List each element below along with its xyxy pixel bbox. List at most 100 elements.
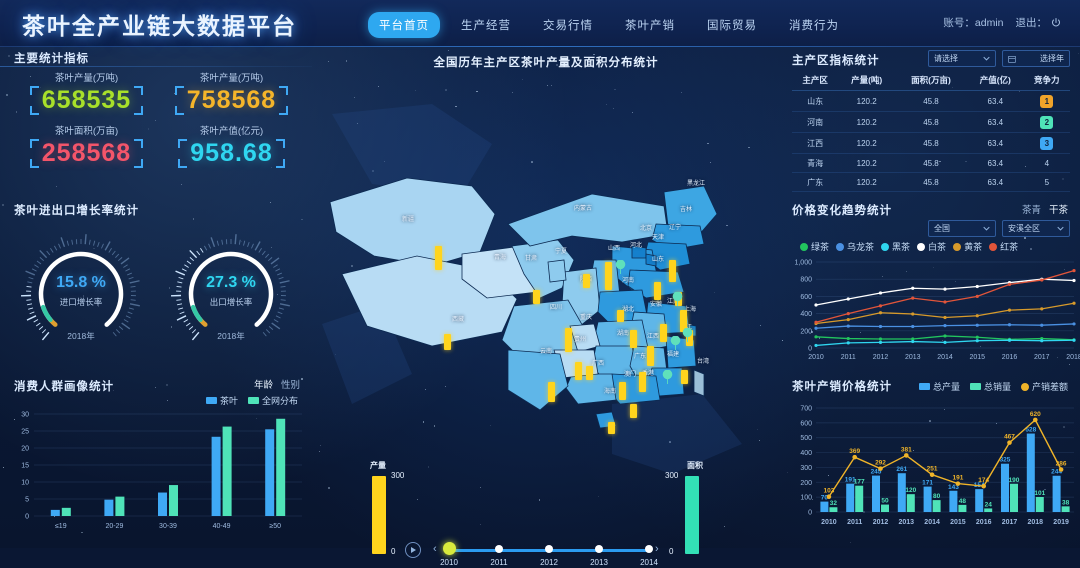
output-marker-10[interactable] [630,330,637,348]
svg-text:2015: 2015 [950,519,966,526]
main-nav[interactable]: 平台首页生产经营交易行情茶叶产销国际贸易消费行为 [368,12,850,38]
kpi-value-box: 658535 [30,86,143,115]
price-chart-controls[interactable]: 全国 安溪全区 [928,220,1070,237]
output-marker-12[interactable] [647,346,654,366]
price-area-select[interactable]: 安溪全区 [1002,220,1070,237]
timeline-year-label[interactable]: 2013 [590,558,608,567]
legend-item-0[interactable]: 茶叶 [206,394,238,407]
corner-bracket [276,139,285,148]
timeline-year-label[interactable]: 2010 [440,558,458,567]
output-marker-19[interactable] [681,370,688,384]
output-marker-20[interactable] [630,404,637,418]
legend-item-1[interactable]: 乌龙茶 [836,240,874,253]
play-icon[interactable] [405,542,421,558]
chevron-right-icon[interactable]: › [655,543,659,555]
timeline-dot-2010[interactable] [443,542,456,555]
svg-text:80: 80 [933,493,941,500]
province-ningxia[interactable] [548,260,566,282]
output-marker-13[interactable] [660,324,667,342]
area-cell: 45.8 [895,154,967,173]
legend-item-0[interactable]: 总产量 [919,380,960,393]
output-marker-17[interactable] [619,382,626,400]
output-marker-7[interactable] [617,310,624,322]
output-marker-18[interactable] [639,372,646,392]
consumer-dimension-toggle[interactable]: 年龄性别 [254,377,300,391]
output-marker-22[interactable] [586,366,593,380]
nav-item-5[interactable]: 消费行为 [778,12,850,38]
price-region-select[interactable]: 全国 [928,220,996,237]
timeline-year-label[interactable]: 2012 [540,558,558,567]
svg-text:20: 20 [21,446,29,453]
logout-button[interactable]: 退出： [1016,15,1063,30]
output-marker-8[interactable] [444,334,451,350]
corner-bracket [134,159,143,168]
timeline-year-label[interactable]: 2014 [640,558,658,567]
area-marker-3[interactable] [670,336,681,350]
province-label: 安徽 [650,299,662,308]
year-timeline[interactable]: ‹ 2010 2011 2012 2013 2014 › [427,540,677,568]
year-select[interactable]: 选择年 [1002,50,1070,67]
output-marker-6[interactable] [533,290,540,304]
output-marker-5[interactable] [583,274,590,288]
province-label: 江西 [647,331,659,340]
nav-item-1[interactable]: 生产经营 [450,12,522,38]
price-type-toggle[interactable]: 茶青干茶 [1022,202,1068,216]
power-icon[interactable] [1050,17,1062,29]
legend-item-3[interactable]: 白茶 [917,240,946,253]
output-marker-11[interactable] [575,362,582,380]
svg-text:≤19: ≤19 [55,523,67,530]
legend-item-4[interactable]: 黄茶 [953,240,982,253]
output-marker-1[interactable] [605,262,612,290]
output-marker-21[interactable] [608,422,615,434]
toggle-option-0[interactable]: 茶青 [1022,202,1041,216]
output-marker-3[interactable] [654,282,661,300]
nav-item-4[interactable]: 国际贸易 [696,12,768,38]
nav-item-3[interactable]: 茶叶产销 [614,12,686,38]
toggle-option-1[interactable]: 干茶 [1049,202,1068,216]
svg-text:620: 620 [1030,411,1041,418]
legend-item-1[interactable]: 全网分布 [248,394,298,407]
area-marker-2[interactable] [682,328,693,342]
svg-text:25: 25 [21,429,29,436]
output-marker-0[interactable] [435,246,442,270]
area-marker-1[interactable] [672,292,683,306]
province-yunnan[interactable] [508,350,568,410]
legend-item-2[interactable]: 黑茶 [881,240,910,253]
chevron-left-icon[interactable]: ‹ [433,543,437,555]
region-cell: 江西 [792,133,838,154]
legend-item-2[interactable]: 产销差额 [1021,380,1068,393]
legend-item-0[interactable]: 绿茶 [800,240,829,253]
nav-item-0[interactable]: 平台首页 [368,12,440,38]
output-marker-2[interactable] [669,260,676,282]
region-select[interactable]: 请选择 [928,50,996,67]
timeline-year-label[interactable]: 2011 [490,558,507,567]
timeline-dot-2011[interactable] [495,545,503,553]
timeline-dot-2012[interactable] [545,545,553,553]
legend-item-5[interactable]: 红茶 [989,240,1018,253]
timeline-dot-2013[interactable] [595,545,603,553]
nav-item-2[interactable]: 交易行情 [532,12,604,38]
timeline-dot-2014[interactable] [645,545,653,553]
province-innermongolia[interactable] [508,194,668,246]
toggle-option-0[interactable]: 年龄 [254,377,273,391]
legend-item-1[interactable]: 总销量 [970,380,1011,393]
region-table-controls[interactable]: 请选择 选择年 [928,50,1070,67]
toggle-option-1[interactable]: 性别 [281,377,300,391]
province-label: 新疆 [402,214,414,223]
svg-text:2018: 2018 [1028,519,1044,526]
app-title: 茶叶全产业链大数据平台 [22,7,297,41]
china-map[interactable] [312,74,780,494]
province-taiwan[interactable] [694,370,704,396]
area-marker-0[interactable] [615,260,626,274]
output-marker-16[interactable] [548,382,555,402]
output-marker-9[interactable] [565,328,572,352]
area-marker-4[interactable] [662,370,673,384]
